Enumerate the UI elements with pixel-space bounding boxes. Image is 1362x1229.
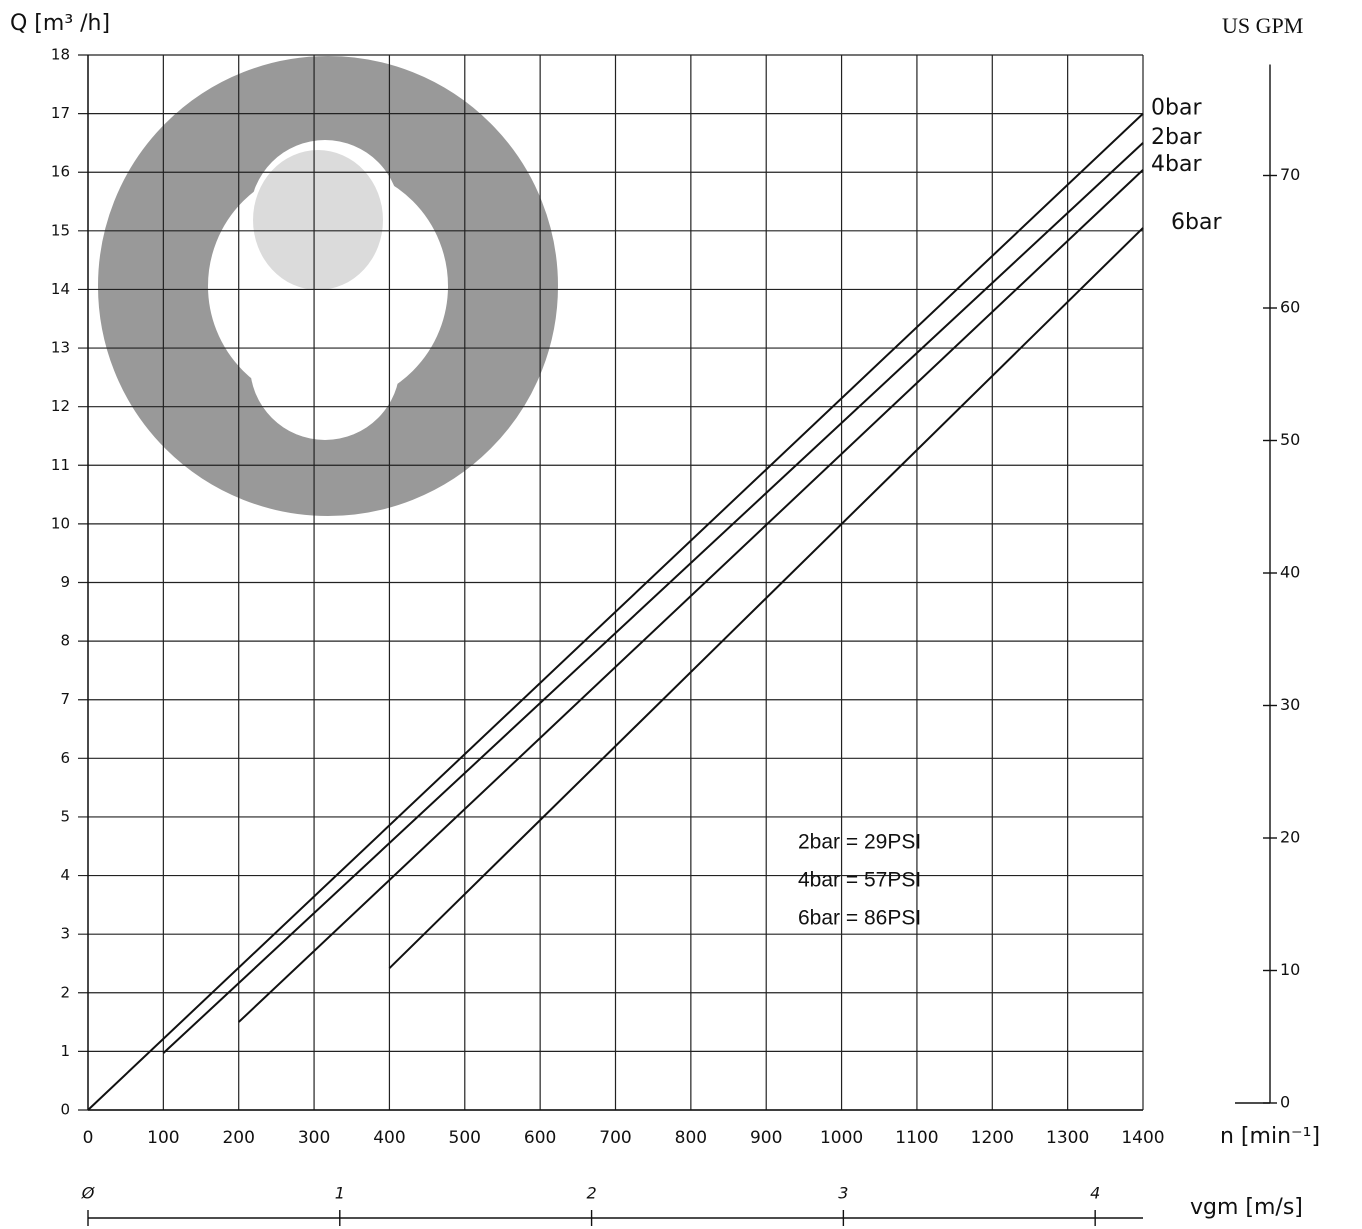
y-tick-label: 13 — [51, 339, 70, 357]
x-tick-label: 900 — [750, 1128, 782, 1148]
y-tick-label: 3 — [60, 925, 70, 943]
x-tick-label: 600 — [524, 1128, 556, 1148]
x-tick-label: 200 — [222, 1128, 254, 1148]
vgm-tick-label: 4 — [1090, 1184, 1100, 1203]
y-tick-label: 16 — [51, 163, 70, 181]
series-line — [238, 169, 1144, 1023]
x-tick-label: 700 — [599, 1128, 631, 1148]
x-tick-label: 0 — [83, 1128, 94, 1148]
series-line — [162, 142, 1144, 1054]
y-tick-label: 6 — [60, 749, 70, 767]
y2-tick-label: 60 — [1280, 298, 1300, 317]
y-tick-label: 0 — [60, 1101, 70, 1119]
vgm-tick-label: 3 — [838, 1184, 848, 1203]
y-tick-label: 10 — [51, 514, 70, 532]
y-tick-label: 12 — [51, 397, 70, 415]
legend-label: 4bar — [1151, 152, 1202, 177]
annotation: 2bar = 29PSI — [798, 831, 921, 854]
y2-tick-label: 30 — [1280, 695, 1300, 714]
y2-tick-label: 70 — [1280, 165, 1300, 184]
x-tick-label: 1300 — [1046, 1128, 1089, 1148]
y-tick-label: 14 — [51, 280, 70, 298]
y2-tick-label: 50 — [1280, 430, 1300, 449]
y2-axis-label: US GPM — [1222, 13, 1303, 38]
y-axis-label: Q [m³ /h] — [10, 11, 110, 36]
y-tick-label: 4 — [60, 866, 70, 884]
x-axis-label: n [min⁻¹] — [1220, 1124, 1320, 1149]
y2-tick-label: 0 — [1280, 1093, 1290, 1112]
y-tick-label: 15 — [51, 221, 70, 239]
x-tick-label: 1400 — [1121, 1128, 1164, 1148]
x-tick-label: 1100 — [895, 1128, 938, 1148]
y-tick-label: 1 — [60, 1042, 70, 1060]
annotation: 6bar = 86PSI — [798, 907, 921, 930]
x-tick-label: 300 — [298, 1128, 330, 1148]
vgm-axis-label: vgm [m/s] — [1190, 1195, 1303, 1220]
vgm-tick-label: 2 — [586, 1184, 596, 1203]
y-tick-label: 11 — [51, 456, 70, 474]
y2-tick-label: 10 — [1280, 960, 1300, 979]
y-tick-label: 8 — [60, 632, 70, 650]
y-tick-label: 17 — [51, 104, 70, 122]
legend-label: 2bar — [1151, 125, 1202, 150]
legend-label: 6bar — [1171, 210, 1222, 235]
y-tick-label: 9 — [60, 573, 70, 591]
x-tick-label: 1200 — [971, 1128, 1014, 1148]
annotation: 4bar = 57PSI — [798, 869, 921, 892]
x-tick-label: 400 — [373, 1128, 405, 1148]
x-tick-label: 500 — [449, 1128, 481, 1148]
x-tick-label: 800 — [675, 1128, 707, 1148]
y2-tick-label: 40 — [1280, 563, 1300, 582]
legend-label: 0bar — [1151, 96, 1202, 121]
logo — [98, 56, 558, 516]
series-line — [388, 227, 1144, 969]
x-tick-label: 1000 — [820, 1128, 863, 1148]
vgm-tick-label: 1 — [335, 1184, 345, 1203]
y-tick-label: 18 — [51, 46, 70, 64]
y-tick-label: 2 — [60, 983, 70, 1001]
y2-tick-label: 20 — [1280, 828, 1300, 847]
x-tick-label: 100 — [147, 1128, 179, 1148]
series-line — [87, 112, 1144, 1111]
y-tick-label: 5 — [60, 807, 70, 825]
y-tick-label: 7 — [60, 690, 70, 708]
vgm-tick-label: Ø — [81, 1184, 95, 1203]
